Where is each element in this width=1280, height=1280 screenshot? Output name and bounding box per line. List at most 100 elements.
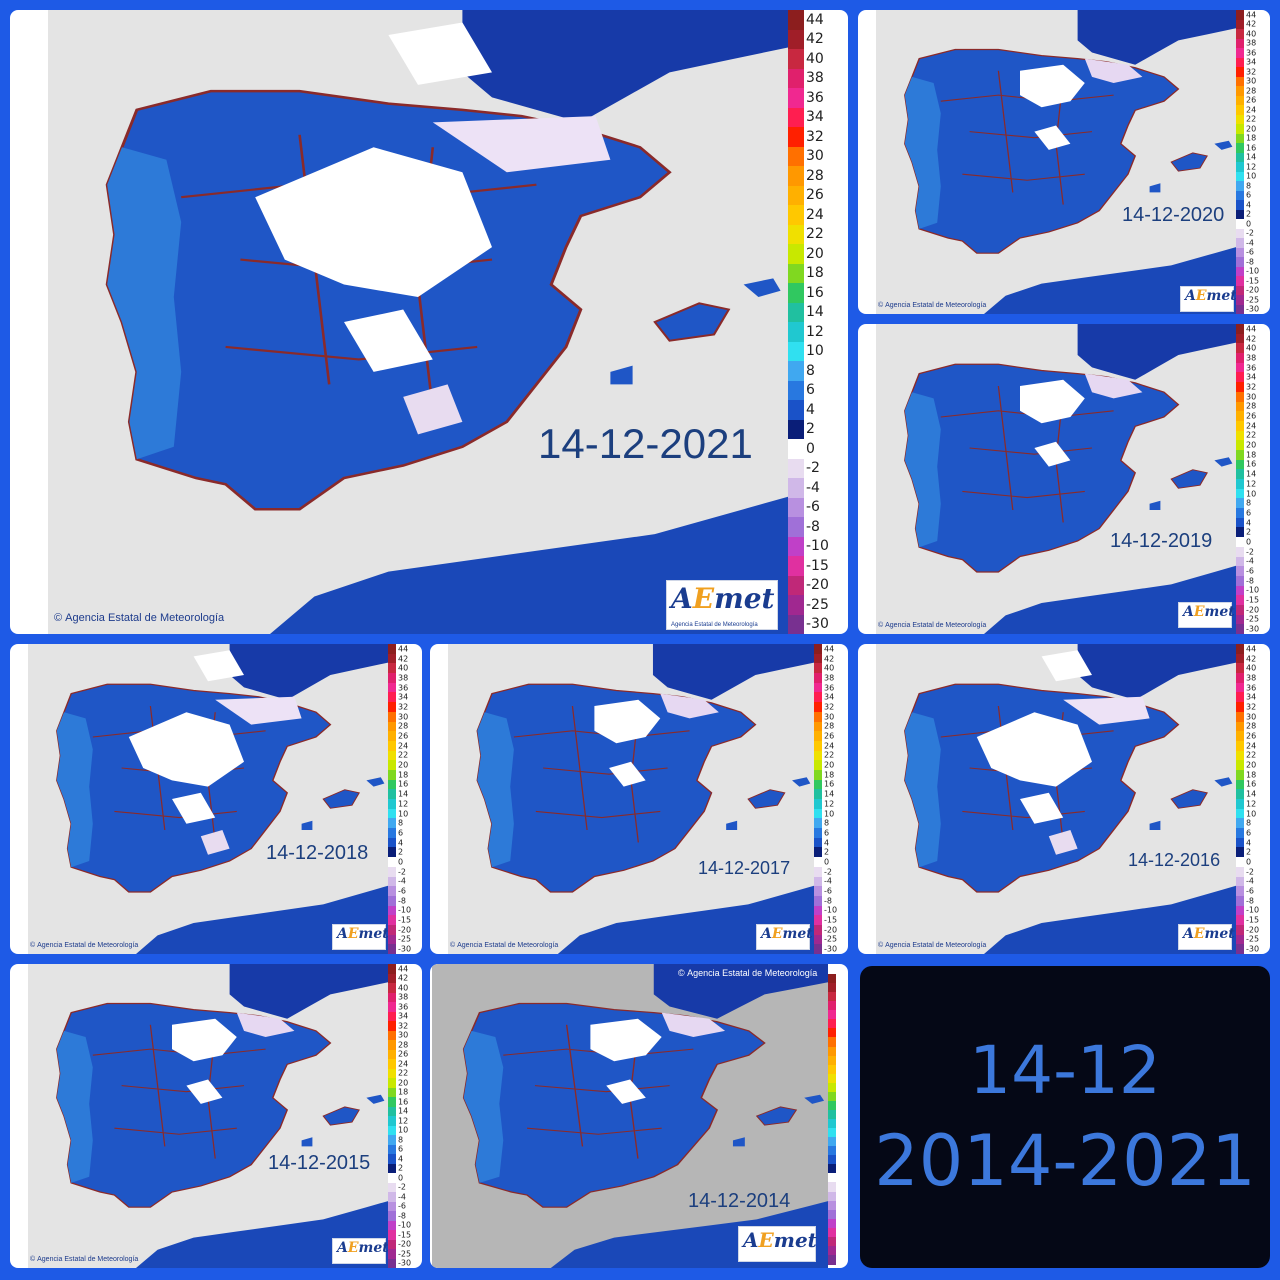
scale-color-step (1236, 257, 1244, 267)
scale-color-step (814, 682, 822, 693)
scale-color-step (388, 673, 396, 684)
scale-tick-label: 36 (1246, 48, 1257, 58)
scale-color-step (388, 721, 396, 732)
scale-color-step (388, 992, 396, 1003)
scale-color-step (388, 1154, 396, 1164)
scale-color-step (388, 799, 396, 810)
temperature-map-2020: 14-12-2020 © Agencia Estatal de Meteorol… (876, 10, 1236, 314)
scale-color-step (1236, 740, 1244, 752)
scale-tick-label: 10 (398, 1125, 409, 1135)
scale-tick-label: 4 (1246, 518, 1252, 528)
scale-color-step (1236, 866, 1244, 877)
scale-color-step (1236, 692, 1244, 703)
scale-color-step (388, 808, 396, 819)
scale-tick-label: -10 (1246, 585, 1260, 595)
scale-color-step (1236, 57, 1244, 68)
scale-tick-label: 0 (1246, 219, 1252, 229)
scale-color-step (814, 760, 822, 771)
scale-tick-label: 8 (398, 818, 404, 828)
scale-color-step (814, 915, 822, 926)
scale-color-step (814, 876, 822, 887)
scale-tick-label: 6 (1246, 190, 1252, 200)
scale-color-step (828, 974, 836, 984)
scale-tick-label: -15 (1246, 595, 1260, 605)
scale-color-step (788, 10, 804, 30)
scale-color-step (814, 644, 822, 655)
aemet-logo: AEmet (1178, 602, 1235, 628)
scale-tick-label: 22 (1246, 430, 1257, 440)
aemet-logo: AEmet (756, 924, 813, 950)
scale-color-step (388, 769, 396, 781)
scale-color-step (1236, 391, 1244, 402)
scale-color-step (1236, 508, 1244, 519)
scale-tick-label: -20 (398, 1239, 412, 1249)
scale-color-step (788, 127, 804, 147)
scale-tick-label: 0 (398, 857, 404, 867)
scale-tick-label: -30 (1246, 304, 1260, 314)
scale-color-step (1236, 469, 1244, 480)
scale-tick-label: -25 (1246, 614, 1260, 624)
scale-tick-label: 10 (824, 809, 835, 819)
scale-color-step (1236, 624, 1244, 634)
scale-tick-label: 24 (806, 206, 824, 223)
scale-tick-label: 22 (1246, 114, 1257, 124)
scale-color-step (1236, 86, 1244, 96)
scale-color-step (388, 944, 396, 954)
scale-color-step (814, 663, 822, 674)
scale-color-step (788, 419, 804, 440)
scale-color-step (388, 1163, 396, 1174)
aemet-logo: AEmet (332, 1238, 388, 1264)
scale-color-step (1236, 779, 1244, 790)
iberia-map-2021 (48, 10, 788, 634)
iberia-map-2016 (876, 644, 1236, 954)
scale-tick-label: 24 (1246, 421, 1257, 431)
scale-color-step (1236, 209, 1244, 220)
scale-color-step (788, 517, 804, 537)
scale-tick-label: 6 (806, 382, 815, 399)
scale-color-step (828, 1028, 836, 1038)
copyright-credit: © Agencia Estatal de Meteorología (30, 1256, 139, 1263)
scale-color-step (828, 1209, 836, 1220)
scale-color-step (828, 1010, 836, 1020)
scale-color-step (388, 1040, 396, 1050)
scale-color-step (388, 895, 396, 907)
scale-color-step (788, 68, 804, 89)
scale-color-step (1236, 228, 1244, 239)
scale-tick-label: -6 (398, 1201, 406, 1211)
scale-tick-label: 2 (824, 847, 830, 857)
scale-tick-label: -8 (398, 1211, 406, 1221)
scale-color-step (388, 663, 396, 674)
scale-color-step (388, 731, 396, 742)
scale-color-step (828, 1236, 836, 1247)
scale-tick-label: 38 (1246, 353, 1257, 363)
scale-tick-label: 40 (398, 983, 409, 993)
scale-color-step (388, 692, 396, 703)
scale-color-step (1236, 857, 1244, 868)
scale-tick-label: -8 (806, 518, 820, 535)
temperature-scale-2016: 44 42 40 38 36 34 32 30 28 26 24 22 20 18 16 14 12 10 8 6 4 2… (1236, 644, 1270, 954)
scale-color-step (814, 799, 822, 810)
scale-tick-label: 32 (824, 702, 835, 712)
scale-tick-label: 16 (806, 284, 824, 301)
scale-color-step (828, 1100, 836, 1111)
temperature-scale-2018: 44 42 40 38 36 34 32 30 28 26 24 22 20 18 16 14 12 10 8 6 4 2… (388, 644, 422, 954)
scale-color-step (828, 983, 836, 993)
scale-color-step (788, 380, 804, 401)
iberia-map-2018 (28, 644, 388, 954)
scale-color-step (1236, 449, 1244, 461)
scale-color-step (388, 1021, 396, 1031)
scale-color-step (1236, 38, 1244, 49)
scale-color-step (828, 1173, 836, 1183)
scale-color-step (388, 760, 396, 771)
scale-color-step (1236, 324, 1244, 335)
scale-color-step (828, 1037, 836, 1047)
scale-tick-label: 8 (1246, 498, 1252, 508)
temperature-scale-2015: 44 42 40 38 36 34 32 30 28 26 24 22 20 18 16 14 12 10 8 6 4 2… (388, 964, 422, 1268)
scale-tick-label: 40 (1246, 663, 1257, 673)
scale-color-step (1236, 537, 1244, 548)
scale-tick-label: 12 (398, 799, 409, 809)
copyright-credit: © Agencia Estatal de Meteorología (30, 942, 139, 949)
scale-color-step (814, 692, 822, 703)
scale-color-step (1236, 663, 1244, 674)
scale-color-step (814, 711, 822, 722)
